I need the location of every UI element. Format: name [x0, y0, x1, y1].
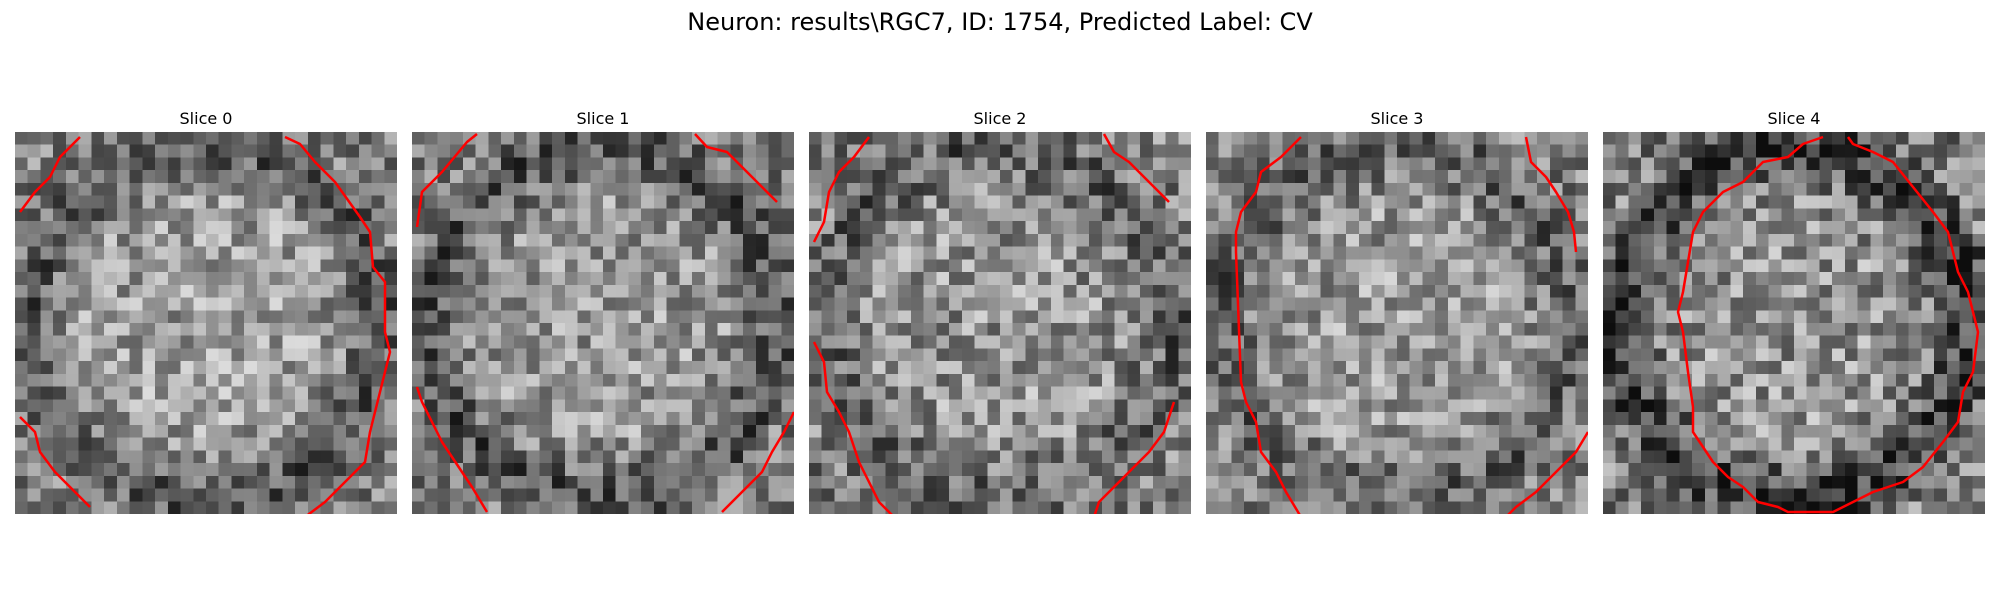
contour-line — [19, 136, 81, 213]
contour-line — [812, 136, 870, 243]
contour-line — [812, 341, 893, 514]
slice-title: Slice 2 — [973, 109, 1027, 128]
slice-title: Slice 3 — [1370, 109, 1424, 128]
contour-overlay — [812, 133, 1176, 514]
slice-panel-4: Slice 4 — [1603, 110, 1985, 514]
contour-line — [1676, 135, 1980, 514]
slice-panel-0: Slice 0 — [15, 110, 397, 514]
contour-line — [1524, 136, 1578, 253]
slice-title: Slice 4 — [1767, 109, 1821, 128]
slice-panel-2: Slice 2 — [809, 110, 1191, 514]
slice-image — [809, 132, 1191, 514]
figure-title: Neuron: results\RGC7, ID: 1754, Predicte… — [687, 8, 1313, 36]
slice-image — [1206, 132, 1588, 514]
slice-panel-1: Slice 1 — [412, 110, 794, 514]
contour-overlay — [1234, 136, 1588, 514]
slice-image — [15, 132, 397, 514]
contour-line — [694, 133, 778, 203]
slice-title: Slice 1 — [576, 109, 630, 128]
contour-line — [1507, 431, 1588, 514]
slice-panel-3: Slice 3 — [1206, 110, 1588, 514]
contour-line — [415, 386, 489, 513]
contour-line — [1234, 136, 1302, 514]
slice-image — [412, 132, 794, 514]
contour-line — [415, 133, 478, 228]
contour-line — [1102, 133, 1170, 203]
contour-overlay — [1676, 135, 1980, 514]
contour-overlay — [415, 133, 794, 513]
contour-overlay — [19, 135, 392, 514]
contour-line — [19, 416, 91, 508]
contour-line — [1093, 401, 1176, 514]
contour-line — [721, 411, 794, 513]
contour-line — [284, 135, 392, 514]
slice-title: Slice 0 — [179, 109, 233, 128]
